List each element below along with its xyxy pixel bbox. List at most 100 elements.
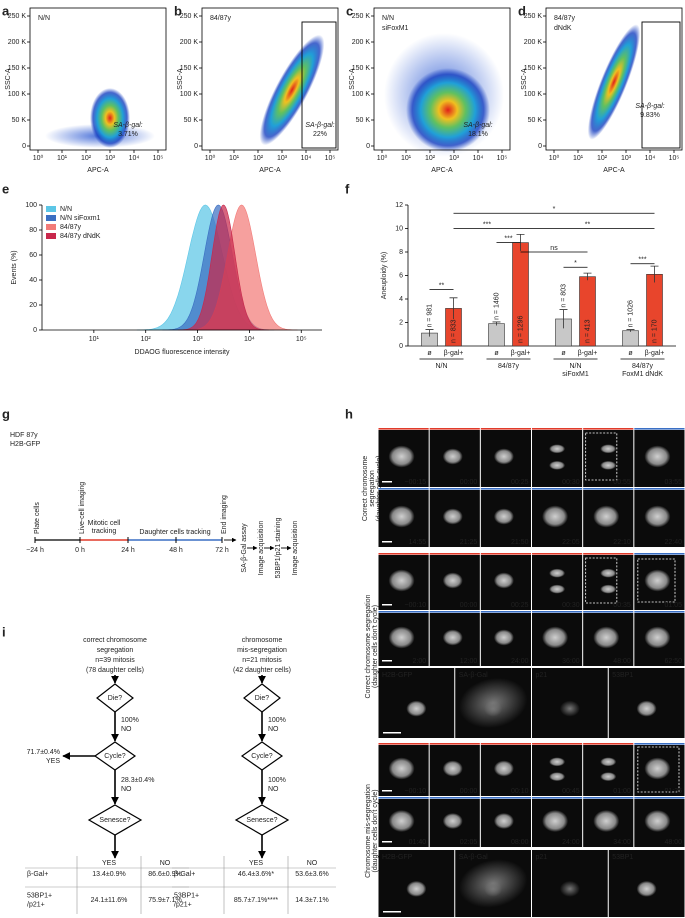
x-tick-label: 10¹ [229,155,240,162]
micrograph [532,745,583,796]
bar-label: β-gal+ [578,350,598,357]
gate [641,21,681,149]
scale-bar [382,841,392,843]
x-tick-label: 10⁴ [473,155,484,162]
time-label: 48 h [169,547,183,554]
step-label: Image acquisition [258,521,265,576]
timestamp: 48:00 [664,839,682,846]
table-row-label: β-Gal+ [174,871,195,878]
timestamp: 00:30 [562,602,580,609]
y-tick-label: 0 [22,143,26,150]
y-tick-label: 10 [395,225,403,232]
timestamp: 01:00 [613,788,631,795]
time-label: −24 h [26,547,44,554]
y-tick-label: 0 [538,143,542,150]
timestamp: 2:00 [413,658,427,665]
y-tick-label: 150 K [180,65,199,72]
x-tick-label: 10¹ [89,336,100,343]
nucleus [442,572,463,589]
phase-bar [378,553,429,555]
panel-letter: h [345,406,353,421]
sample-label: N/N [38,15,50,22]
y-tick-label: 250 K [352,13,371,20]
y-tick-label: 50 K [356,117,371,124]
nucleus [644,810,671,832]
table-header: YES [102,860,116,867]
x-tick-label: 10² [253,155,264,162]
section-label: (daughter cells don't cycle) [372,605,379,688]
stain-label: H2B-GFP [382,854,413,861]
significance-label: *** [483,221,491,228]
panel-letter: e [2,181,9,196]
event-label: Live-cell imaging [79,482,86,534]
table-cell: 46.4±3.6%* [238,871,274,878]
outcome: 100% [268,777,286,784]
x-tick-label: 10² [141,336,152,343]
timestamp: 36:00 [562,658,580,665]
nucleus [644,626,671,649]
decision: Senesce? [99,817,130,824]
flow-count: n=39 mitosis [95,657,135,664]
nucleus [442,760,463,777]
phase-bar [429,743,480,745]
flow-count: (78 daughter cells) [86,667,144,674]
gate-value: 3.71% [118,131,138,138]
bar-label: ø [628,350,633,357]
y-tick-label: 200 K [352,39,371,46]
table-cell: 14.3±7.1% [295,897,328,904]
phase-bar [429,611,480,613]
y-axis-title: Events (%) [11,250,18,284]
nucleus [493,572,514,589]
y-tick-label: 150 K [352,65,371,72]
nucleus [442,813,463,829]
gate-label: SA-β-gal: [635,103,664,110]
phase-bar [583,743,634,745]
phase-bar [532,428,583,430]
table-row-label: 53BP1+ [27,892,52,899]
step-label: 53BP1/p21 staining [275,518,282,579]
significance-label: *** [638,257,646,264]
nucleus [644,757,671,780]
timestamp: 62:50 [664,658,682,665]
phase-bar [583,611,634,613]
phase-bar [532,743,583,745]
step-label: Image acquisition [292,521,299,576]
nucleus [388,757,415,780]
scale-bar [382,660,392,662]
timestamp: 00:10 [511,788,529,795]
n-label: n = 1296 [517,315,524,343]
outcome: NO [121,726,132,733]
section-label: Chromosome mis-segregation [365,784,372,878]
highlight-box [585,432,618,481]
error-bar [492,321,501,326]
nucleus [549,757,566,767]
flow-title: correct chromosome [83,637,147,644]
group-label: siFoxM1 [562,371,589,378]
table-row-label: /p21+ [174,901,192,908]
n-label: n = 803 [560,284,567,308]
outcome: NO [121,786,132,793]
timestamp: 21:25 [460,539,478,546]
x-tick-label: 10⁰ [205,154,216,162]
y-tick-label: 0 [366,143,370,150]
sample-label: 84/87y [554,15,576,22]
section-label: segregation [369,470,376,507]
timestamp: 24:00 [562,839,580,846]
nucleus [388,810,415,832]
gate-label: SA-β-gal: [463,122,492,129]
nucleus [593,505,620,528]
error-bar [559,309,568,329]
sample-label: siFoxM1 [382,25,409,32]
phase-bar [532,553,583,555]
error-bar [583,272,592,281]
nucleus [493,629,514,646]
panel-letter: a [2,3,10,18]
panel-letter: b [174,3,182,18]
sample-label: dNdK [554,25,572,32]
stain-label: 53BP1 [612,854,633,861]
y-tick-label: 0 [33,327,37,334]
nucleus [442,508,463,525]
phase-bar [634,428,685,430]
timestamp: 22:05 [562,539,580,546]
y-tick-label: 60 [29,252,37,259]
